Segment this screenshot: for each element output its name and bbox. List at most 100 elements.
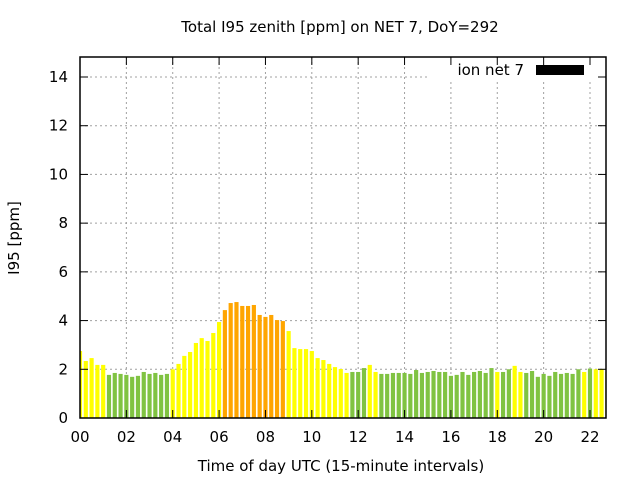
y-tick-label: 2 (58, 360, 68, 378)
bar (431, 370, 436, 418)
chart-title: Total I95 zenith [ppm] on NET 7, DoY=292 (180, 18, 498, 36)
bar (356, 371, 361, 418)
bar (124, 374, 129, 418)
bar (269, 314, 274, 418)
bar (599, 369, 604, 418)
bar (443, 371, 448, 418)
y-tick-label: 10 (49, 165, 68, 183)
bar (106, 374, 112, 418)
y-tick-label: 14 (49, 68, 68, 86)
x-tick-label: 04 (163, 428, 182, 446)
bar (466, 374, 471, 418)
bar (570, 373, 575, 418)
bar (141, 371, 146, 418)
bars (80, 302, 606, 418)
legend-swatch (536, 65, 584, 75)
bar (408, 373, 413, 418)
bar (205, 341, 210, 418)
bar (582, 371, 587, 418)
bar (211, 332, 216, 418)
bar (193, 342, 198, 418)
bar (593, 369, 598, 418)
plot-border (79, 56, 607, 419)
bar (344, 372, 349, 418)
bar (576, 369, 581, 418)
bar (477, 370, 482, 418)
bar (315, 358, 320, 418)
bar (240, 305, 245, 418)
bar (338, 369, 343, 418)
grid (80, 57, 606, 418)
y-tick-label: 6 (58, 263, 68, 281)
x-tick-label: 02 (117, 428, 136, 446)
y-tick-label: 4 (58, 312, 68, 330)
bar (199, 338, 204, 418)
x-tick-label: 18 (488, 428, 507, 446)
bar (292, 348, 297, 418)
bar (147, 373, 152, 418)
x-tick-label: 14 (395, 428, 414, 446)
bar (182, 355, 187, 418)
bar (257, 314, 262, 418)
bar (500, 371, 506, 418)
x-tick-label: 20 (534, 428, 553, 446)
bar (118, 373, 123, 418)
x-tick-label: 22 (580, 428, 599, 446)
x-tick-label: 08 (256, 428, 275, 446)
bar (373, 371, 378, 418)
bar (454, 374, 459, 418)
bar (564, 372, 569, 418)
y-tick-label: 0 (58, 409, 68, 427)
bar (529, 370, 535, 418)
bar (361, 368, 367, 418)
bar (130, 376, 135, 418)
bar (80, 351, 83, 418)
bar (327, 363, 332, 418)
x-tick-label: 00 (70, 428, 89, 446)
bar (83, 361, 88, 418)
bar (298, 349, 303, 418)
x-tick-label: 12 (349, 428, 368, 446)
y-tick-label: 12 (49, 117, 68, 135)
bar (414, 370, 419, 418)
bar (483, 372, 488, 418)
bar (390, 372, 396, 418)
bar (274, 320, 280, 418)
bar (367, 364, 372, 418)
bar (89, 358, 94, 418)
x-tick-label: 16 (441, 428, 460, 446)
bar (448, 375, 453, 418)
bar (95, 364, 100, 418)
bar (286, 331, 291, 418)
bar (437, 371, 442, 418)
bar (245, 305, 251, 418)
bar (495, 371, 500, 418)
bar (234, 302, 239, 418)
bar (472, 371, 477, 418)
bar (506, 369, 511, 418)
bar (303, 349, 309, 418)
bar (587, 368, 593, 418)
bar (188, 351, 193, 418)
bar (535, 376, 540, 418)
bar (489, 368, 494, 418)
bar (280, 321, 285, 418)
x-axis-label: Time of day UTC (15-minute intervals) (197, 457, 484, 475)
bar (460, 371, 465, 418)
legend-label: ion net 7 (457, 61, 524, 79)
y-axis-label: I95 [ppm] (5, 201, 23, 275)
bar (135, 375, 141, 418)
bar (112, 372, 117, 418)
x-tick-label: 10 (302, 428, 321, 446)
bar (321, 360, 326, 418)
bar (518, 371, 523, 418)
bar (379, 373, 384, 418)
bar (217, 322, 222, 418)
y-tick-label: 8 (58, 214, 68, 232)
legend: ion net 7 (428, 58, 604, 82)
bar (228, 303, 233, 418)
bar (170, 369, 175, 418)
bar (164, 373, 170, 418)
bar (558, 373, 564, 418)
